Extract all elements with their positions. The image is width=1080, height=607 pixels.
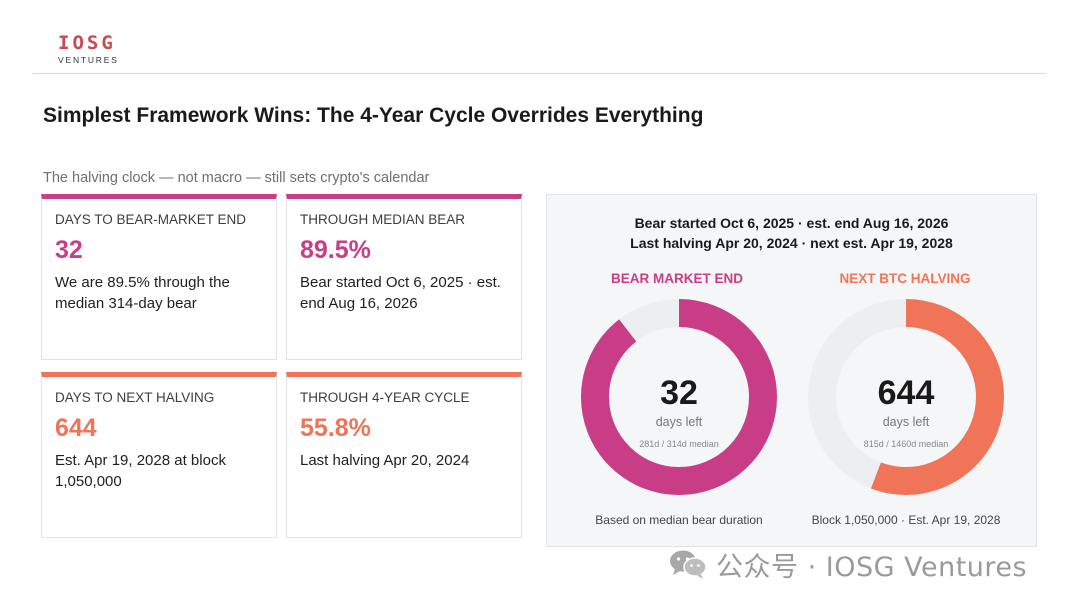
panel-header: Bear started Oct 6, 2025 · est. end Aug … <box>547 213 1036 253</box>
stat-card-description: Bear started Oct 6, 2025 · est. end Aug … <box>300 274 501 312</box>
halving-gauge-title: NEXT BTC HALVING <box>839 271 971 286</box>
bear-gauge-title: BEAR MARKET END <box>610 271 743 286</box>
watermark-text: 公众号 · IOSG Ventures <box>716 551 1028 583</box>
stat-card-value: 55.8% <box>300 414 371 442</box>
countdown-panel: Bear started Oct 6, 2025 · est. end Aug … <box>546 194 1037 547</box>
gauge-unit: days left <box>883 415 930 429</box>
stat-card-value: 644 <box>55 414 97 442</box>
halving-gauge-caption: Block 1,050,000 · Est. Apr 19, 2028 <box>811 513 1001 527</box>
iosg-logo: IOSG VENTURES <box>58 32 128 66</box>
wechat-icon <box>670 550 707 579</box>
page-title: Simplest Framework Wins: The 4-Year Cycl… <box>43 104 704 127</box>
stat-card-label: DAYS TO BEAR-MARKET END <box>55 212 247 227</box>
gauge-detail: 815d / 1460d median <box>864 439 949 449</box>
bear-gauge-caption: Based on median bear duration <box>595 513 763 527</box>
stat-card-value: 32 <box>55 236 83 264</box>
header-divider <box>33 73 1046 74</box>
stat-card-halving-days: DAYS TO NEXT HALVING 644 Est. Apr 19, 20… <box>41 372 277 538</box>
stat-card-description: Last halving Apr 20, 2024 <box>300 452 470 469</box>
stat-card-label: DAYS TO NEXT HALVING <box>55 390 215 405</box>
wechat-watermark: 公众号 · IOSG Ventures <box>668 546 1028 583</box>
halving-donut-gauge: 644 days left 815d / 1460d median <box>808 299 1004 495</box>
stat-card-bear-days: DAYS TO BEAR-MARKET END 32 We are 89.5% … <box>41 194 277 360</box>
gauge-value: 32 <box>660 374 698 412</box>
gauge-progress-arc <box>581 299 777 495</box>
gauge-progress-arc <box>808 299 1004 495</box>
stat-card-cycle-progress: THROUGH 4-YEAR CYCLE 55.8% Last halving … <box>286 372 522 538</box>
panel-header-line-2: Last halving Apr 20, 2024 · next est. Ap… <box>630 235 953 251</box>
page-subtitle: The halving clock — not macro — still se… <box>43 170 430 186</box>
panel-header-line-1: Bear started Oct 6, 2025 · est. end Aug … <box>634 215 949 231</box>
logo-subtitle: VENTURES <box>58 55 119 65</box>
stat-card-description: Est. Apr 19, 2028 at block 1,050,000 <box>55 452 226 490</box>
logo-wordmark: IOSG <box>58 32 116 54</box>
stat-card-value: 89.5% <box>300 236 371 264</box>
stat-card-label: THROUGH MEDIAN BEAR <box>300 212 466 227</box>
gauge-detail: 281d / 314d median <box>639 439 719 449</box>
stat-card-label: THROUGH 4-YEAR CYCLE <box>300 390 470 405</box>
stat-card-bear-progress: THROUGH MEDIAN BEAR 89.5% Bear started O… <box>286 194 522 360</box>
gauge-unit: days left <box>656 415 703 429</box>
gauge-value: 644 <box>878 374 935 412</box>
bear-market-donut-gauge: 32 days left 281d / 314d median <box>581 299 777 495</box>
stat-card-description: We are 89.5% through the median 314-day … <box>55 274 230 312</box>
